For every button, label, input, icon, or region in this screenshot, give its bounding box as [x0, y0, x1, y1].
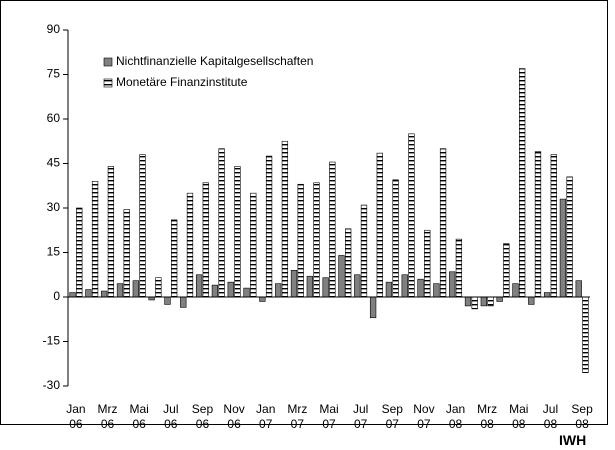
bar: [297, 183, 304, 298]
bar: [155, 277, 162, 298]
bar: [528, 296, 535, 305]
bar: [195, 274, 203, 298]
bar: [360, 204, 368, 298]
bar: [329, 161, 336, 298]
bar: [259, 296, 266, 302]
bar: [487, 296, 494, 307]
x-tick-label: Mrz 08: [477, 402, 498, 431]
bar: [464, 296, 472, 307]
y-tick-label: 45: [47, 156, 61, 170]
bar: [566, 176, 573, 298]
legend-label: Nichtfinanzielle Kapitalgesellschaften: [116, 54, 313, 68]
bar: [550, 154, 557, 298]
x-tick-label: Mai 07: [319, 402, 339, 431]
x-tick-label: Mai 06: [129, 402, 149, 431]
bar: [202, 182, 209, 298]
bar: [132, 280, 139, 298]
x-tick-label: Jan 08: [445, 402, 466, 431]
bar: [471, 296, 478, 310]
bar: [519, 68, 526, 298]
bar: [433, 283, 440, 298]
x-tick-label: Sep 08: [571, 402, 593, 431]
bar: [338, 255, 345, 298]
bar: [139, 154, 146, 298]
bar: [322, 277, 329, 298]
bar: [408, 133, 415, 298]
bar: [250, 192, 257, 298]
bar: [582, 296, 589, 373]
bar: [575, 280, 582, 298]
bar: [107, 166, 115, 298]
bar: [186, 192, 194, 298]
x-tick-label: Nov 07: [413, 402, 435, 431]
bar: [392, 179, 399, 298]
bar: [116, 283, 124, 298]
bar: [265, 155, 273, 298]
bar: [503, 243, 510, 298]
legend-swatch: [103, 57, 113, 67]
frame: [0, 0, 608, 425]
bar: [306, 275, 313, 298]
y-tick-label: 60: [47, 111, 61, 125]
bar: [345, 228, 352, 298]
x-tick-label: Jan 07: [256, 402, 276, 431]
x-tick-label: Nov 06: [223, 402, 245, 431]
x-tick-label: Jul 06: [163, 402, 179, 431]
bar: [85, 289, 92, 298]
y-tick-label: 90: [47, 22, 61, 36]
y-tick-label: 30: [47, 200, 61, 214]
bar: [211, 284, 219, 298]
bar: [91, 181, 99, 298]
bar: [424, 229, 431, 298]
bar: [275, 283, 282, 298]
bar: [559, 198, 567, 298]
bar: [218, 148, 225, 298]
bar: [171, 219, 178, 298]
bar: [234, 166, 241, 298]
x-tick-label: Jul 07: [352, 402, 369, 431]
bar: [543, 292, 551, 298]
legend-swatch: [103, 78, 113, 88]
bar: [385, 281, 393, 298]
bar: [401, 274, 408, 298]
bar: [101, 290, 108, 298]
bar: [417, 278, 424, 298]
bar: [164, 296, 171, 305]
bar: [369, 296, 377, 319]
bar: [534, 151, 542, 298]
bar: [313, 182, 320, 298]
bar: [281, 140, 289, 298]
bar: [376, 152, 383, 298]
y-tick-label: 0: [53, 289, 60, 303]
x-tick-label: Mrz 07: [287, 402, 308, 431]
y-tick-label: 75: [47, 67, 61, 81]
bar: [290, 269, 298, 298]
x-tick-label: Mrz 06: [97, 402, 118, 431]
x-tick-label: Jan 06: [66, 402, 86, 431]
bar: [123, 209, 130, 298]
y-tick-label: -15: [43, 334, 61, 348]
x-tick-label: Jul 08: [542, 402, 559, 431]
bar: [227, 281, 234, 298]
source: IWH: [559, 432, 587, 448]
bar: [180, 296, 187, 308]
bar: [512, 283, 519, 298]
y-tick-label: 15: [47, 245, 61, 259]
y-tick-label: -30: [43, 378, 61, 392]
legend-label: Monetäre Finanzinstitute: [116, 75, 248, 89]
x-tick-label: Mai 08: [509, 402, 529, 431]
bar: [243, 287, 250, 298]
bar: [76, 207, 83, 298]
bar: [449, 271, 456, 298]
bar: [496, 296, 503, 302]
bar: [439, 148, 447, 298]
bar: [354, 274, 361, 298]
bar: [455, 238, 463, 298]
bar: [480, 296, 487, 307]
x-tick-label: Sep 07: [381, 402, 403, 431]
x-tick-label: Sep 06: [191, 402, 214, 431]
bar: [69, 292, 76, 298]
